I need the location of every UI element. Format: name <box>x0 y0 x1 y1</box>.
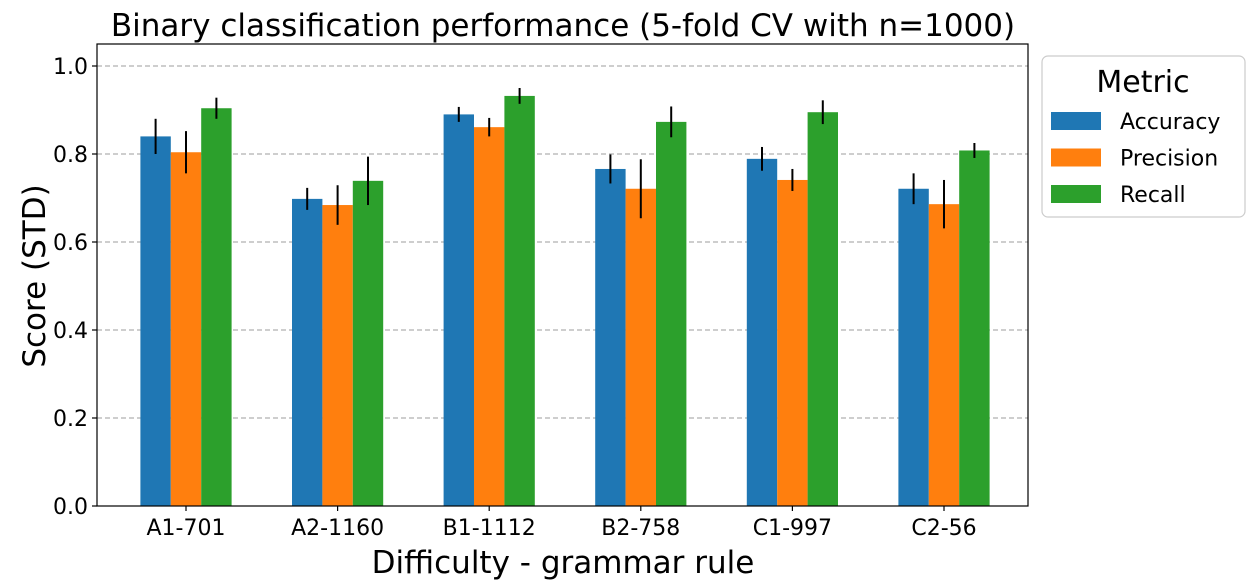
bars <box>140 95 990 507</box>
legend-swatch-precision <box>1051 148 1101 167</box>
chart-title: Binary classification performance (5-fol… <box>111 8 1015 44</box>
legend-swatch-accuracy <box>1051 112 1101 130</box>
bar-recall-a2-1160 <box>352 180 384 506</box>
x-axis-label: Difficulty - grammar rule <box>372 545 755 581</box>
legend-label-recall: Recall <box>1120 183 1186 208</box>
error-bars <box>154 88 976 229</box>
legend-swatch-recall <box>1051 185 1101 203</box>
bar-accuracy-c2-56 <box>898 188 929 506</box>
bar-precision-a1-701 <box>170 152 202 507</box>
bar-recall-b1-1112 <box>504 95 535 507</box>
x-tick-label: A1-701 <box>147 516 226 541</box>
legend-label-precision: Precision <box>1120 147 1218 172</box>
gridlines <box>97 65 1028 419</box>
legend-title: Metric <box>1096 65 1189 100</box>
bar-recall-b2-758 <box>656 121 687 506</box>
x-tick-label: C2-56 <box>911 516 976 541</box>
x-tick-label: C1-997 <box>753 516 832 541</box>
bar-accuracy-a2-1160 <box>292 198 323 506</box>
bar-precision-b2-758 <box>625 188 656 506</box>
y-tick-label: 0.2 <box>53 407 88 432</box>
y-tick-label: 1.0 <box>53 55 88 80</box>
bar-accuracy-a1-701 <box>140 136 171 506</box>
bar-precision-b1-1112 <box>474 127 505 506</box>
y-tick-label: 0.6 <box>53 231 88 256</box>
x-tick-label: B1-1112 <box>443 516 536 541</box>
bar-precision-c1-997 <box>777 179 808 506</box>
y-axis-label: Score (STD) <box>17 184 53 367</box>
x-axis: A1-701 A2-1160 B1-1112 B2-758 C1-997 C2-56 <box>147 506 977 541</box>
y-tick-label: 0.4 <box>53 319 88 344</box>
bar-recall-c2-56 <box>959 150 990 507</box>
x-tick-label: A2-1160 <box>291 516 384 541</box>
x-tick-label: B2-758 <box>601 516 680 541</box>
bar-recall-c1-997 <box>807 112 838 506</box>
legend: Metric Accuracy Precision Recall <box>1041 55 1246 218</box>
bar-precision-a2-1160 <box>322 205 353 507</box>
plot-area-frame <box>96 43 1029 507</box>
legend-label-accuracy: Accuracy <box>1120 110 1220 135</box>
bar-accuracy-c1-997 <box>746 158 778 506</box>
y-tick-label: 0.0 <box>53 495 88 520</box>
bar-precision-c2-56 <box>928 204 960 506</box>
bar-accuracy-b2-758 <box>595 168 626 506</box>
y-axis: 0.0 0.2 0.4 0.6 0.8 1.0 <box>53 55 97 520</box>
bar-accuracy-b1-1112 <box>443 114 474 507</box>
legend-frame <box>1041 55 1246 218</box>
bar-recall-a1-701 <box>201 108 232 507</box>
y-tick-label: 0.8 <box>53 143 88 168</box>
